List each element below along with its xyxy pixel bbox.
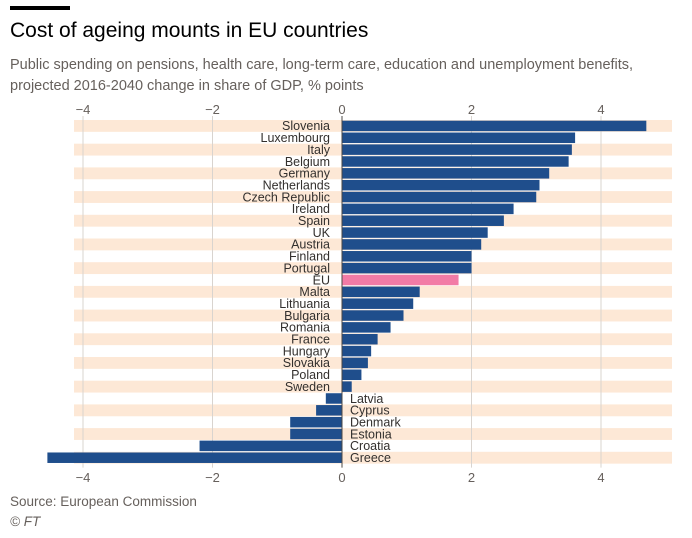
category-label: Estonia bbox=[350, 427, 392, 441]
bar-greece bbox=[47, 452, 342, 463]
source-note: Source: European Commission bbox=[10, 494, 197, 509]
row-band bbox=[74, 404, 672, 417]
category-label: Czech Republic bbox=[242, 190, 330, 204]
x-tick-label-bottom: −2 bbox=[205, 470, 220, 485]
category-label: Italy bbox=[307, 143, 331, 157]
chart-title: Cost of ageing mounts in EU countries bbox=[10, 19, 369, 42]
category-label: Cyprus bbox=[350, 404, 390, 418]
bar-italy bbox=[342, 144, 572, 155]
bar-france bbox=[342, 333, 378, 345]
category-label: Slovenia bbox=[282, 119, 330, 133]
category-label: Romania bbox=[280, 321, 330, 335]
category-label: France bbox=[291, 333, 330, 347]
category-label: Hungary bbox=[283, 344, 331, 358]
bar-croatia bbox=[199, 440, 342, 452]
category-label: EU bbox=[313, 273, 330, 287]
bar-luxembourg bbox=[342, 132, 576, 144]
x-tick-label-top: 0 bbox=[338, 102, 345, 117]
category-label: Belgium bbox=[285, 155, 330, 169]
row-band bbox=[74, 380, 672, 393]
bar-sweden bbox=[342, 381, 352, 392]
category-label: Poland bbox=[291, 368, 330, 382]
x-tick-label-top: −2 bbox=[205, 102, 220, 117]
category-label: Slovakia bbox=[283, 356, 330, 370]
category-label: Lithuania bbox=[279, 297, 330, 311]
bar-portugal bbox=[342, 262, 472, 274]
category-label: Luxembourg bbox=[261, 131, 331, 145]
bar-hungary bbox=[342, 345, 372, 357]
bar-uk bbox=[342, 227, 488, 238]
x-tick-label-top: 2 bbox=[468, 102, 475, 117]
bar-czech-republic bbox=[342, 191, 537, 203]
bar-denmark bbox=[290, 416, 342, 428]
bar-netherlands bbox=[342, 179, 540, 191]
top-rule bbox=[10, 6, 70, 10]
x-tick-label-top: −4 bbox=[76, 102, 91, 117]
bar-spain bbox=[342, 215, 504, 226]
bar-poland bbox=[342, 369, 362, 381]
category-label: Germany bbox=[279, 167, 331, 181]
bar-finland bbox=[342, 251, 472, 262]
bar-malta bbox=[342, 286, 420, 298]
bar-lithuania bbox=[342, 298, 414, 309]
category-label: Croatia bbox=[350, 439, 390, 453]
x-tick-label-bottom: 2 bbox=[468, 470, 475, 485]
category-label: UK bbox=[313, 226, 331, 240]
category-label: Ireland bbox=[292, 202, 330, 216]
bar-romania bbox=[342, 322, 391, 333]
chart-subtitle: Public spending on pensions, health care… bbox=[10, 57, 634, 94]
bar-cyprus bbox=[316, 405, 342, 416]
category-label: Denmark bbox=[350, 415, 401, 429]
category-label: Spain bbox=[298, 214, 330, 228]
x-tick-label-bottom: −4 bbox=[76, 470, 91, 485]
row-band bbox=[74, 428, 672, 440]
category-label: Portugal bbox=[283, 261, 330, 275]
row-band bbox=[74, 357, 672, 369]
bar-slovakia bbox=[342, 357, 368, 369]
bar-latvia bbox=[325, 393, 342, 404]
row-band bbox=[74, 451, 672, 464]
bar-estonia bbox=[290, 428, 342, 440]
bar-eu bbox=[342, 274, 459, 286]
category-label: Austria bbox=[291, 238, 330, 252]
bar-slovenia bbox=[342, 120, 647, 132]
category-label: Latvia bbox=[350, 392, 383, 406]
bar-ireland bbox=[342, 203, 514, 215]
bar-belgium bbox=[342, 156, 569, 167]
copyright-note: © FT bbox=[10, 514, 41, 529]
category-label: Netherlands bbox=[263, 178, 330, 192]
category-label: Finland bbox=[289, 250, 330, 264]
bar-bulgaria bbox=[342, 310, 404, 321]
bar-germany bbox=[342, 168, 550, 179]
x-tick-label-top: 4 bbox=[597, 102, 604, 117]
category-label: Malta bbox=[299, 285, 330, 299]
category-label: Sweden bbox=[285, 380, 330, 394]
category-label: Bulgaria bbox=[284, 309, 330, 323]
x-tick-label-bottom: 0 bbox=[338, 470, 345, 485]
bar-austria bbox=[342, 239, 482, 250]
category-label: Greece bbox=[350, 451, 391, 465]
x-tick-label-bottom: 4 bbox=[597, 470, 604, 485]
